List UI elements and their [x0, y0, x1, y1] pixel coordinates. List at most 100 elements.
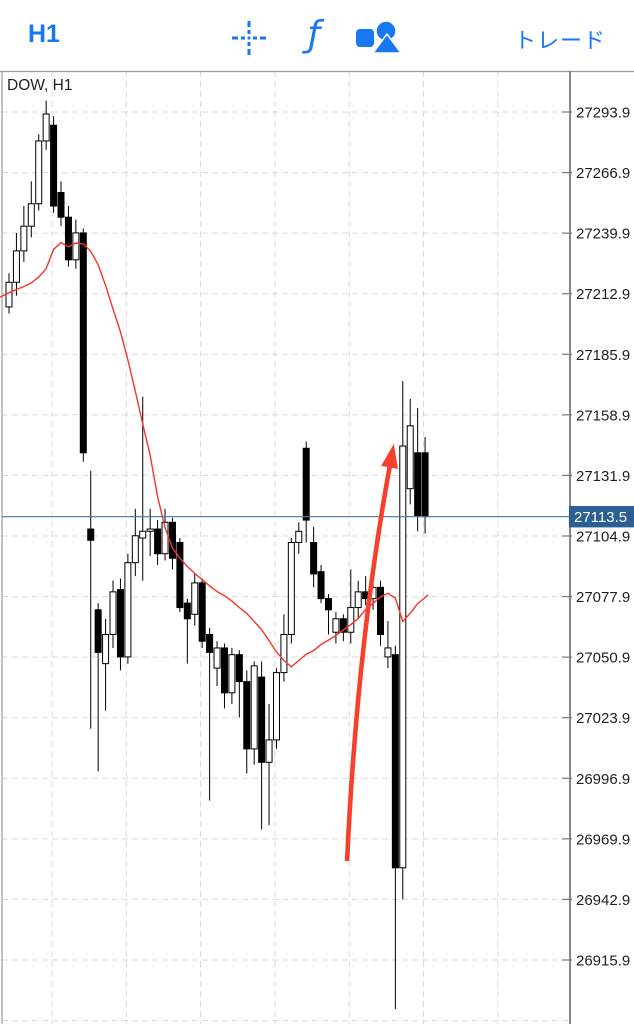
candle — [310, 526, 318, 588]
candle — [324, 594, 332, 635]
candle-body-bearish — [79, 232, 87, 454]
candle-body-bullish — [20, 225, 28, 252]
candle-body-bearish — [414, 452, 422, 517]
candle — [131, 508, 139, 577]
candle — [280, 614, 288, 682]
candle — [27, 181, 35, 238]
candle — [12, 232, 20, 296]
price-axis: 27293.9 27266.9 27239.9 27212.9 27185.9 27158… — [562, 105, 630, 969]
candle-body-bearish — [391, 654, 399, 869]
price-tick-label: 27077.9 — [576, 589, 630, 606]
current-price-badge — [569, 506, 634, 528]
crosshair-button[interactable] — [231, 20, 267, 56]
objects-icon — [356, 20, 403, 54]
candle — [64, 205, 72, 267]
candle — [272, 668, 280, 749]
indicators-button[interactable]: ƒ — [297, 12, 331, 58]
price-tick-label: 27185.9 — [576, 347, 630, 364]
price-tick-label: 27293.9 — [576, 105, 630, 122]
candle-body-bearish — [64, 216, 72, 261]
candle-body-bullish — [265, 739, 273, 763]
price-tick-label: 26996.9 — [576, 771, 630, 788]
candle-body-bullish — [161, 521, 169, 555]
candle-body-bearish — [154, 528, 162, 555]
candle-body-bearish — [324, 598, 332, 611]
candle-body-bearish — [339, 618, 347, 633]
candle-body-bearish — [258, 676, 266, 763]
timeframe-button[interactable]: H1 — [28, 20, 60, 48]
crosshair-icon — [232, 21, 266, 55]
candle-body-bullish — [191, 582, 199, 615]
candle-body-bullish — [228, 654, 236, 694]
candle — [109, 580, 117, 648]
candle-body-bearish — [302, 447, 310, 521]
candle — [213, 641, 221, 687]
candle-body-bearish — [243, 681, 251, 750]
candle — [176, 538, 184, 613]
candle — [258, 661, 266, 830]
candle-body-bullish — [35, 140, 43, 205]
candle-body-bearish — [206, 633, 214, 653]
candle — [116, 578, 124, 671]
candle-body-bullish — [384, 647, 392, 658]
candle-body-bullish — [332, 618, 340, 633]
candle — [183, 598, 191, 664]
price-tick-label: 27104.9 — [576, 528, 630, 545]
candle-body-bullish — [280, 633, 288, 674]
candle-body-bullish — [347, 607, 355, 633]
price-tick-label: 27266.9 — [576, 165, 630, 182]
candle-body-bullish — [399, 445, 407, 869]
candle — [265, 704, 273, 826]
function-icon: ƒ — [307, 14, 321, 55]
candle-body-bullish — [72, 232, 80, 261]
candle-body-bearish — [50, 124, 58, 207]
candle — [287, 538, 295, 644]
candle-body-bearish — [198, 582, 206, 642]
price-tick-label: 27023.9 — [576, 710, 630, 727]
candle — [198, 578, 206, 648]
candle — [139, 396, 147, 581]
price-tick-label: 26942.9 — [576, 892, 630, 909]
candle-body-bearish — [310, 542, 318, 575]
candle — [302, 441, 310, 543]
candle — [406, 398, 414, 505]
price-tick-label: 26969.9 — [576, 831, 630, 848]
candle-body-bearish — [94, 609, 102, 653]
candle-body-bearish — [183, 602, 191, 620]
candle-body-bearish — [220, 647, 228, 694]
candle — [295, 522, 303, 554]
objects-button[interactable] — [354, 17, 403, 59]
candle — [228, 647, 236, 705]
price-tick-label: 27050.9 — [576, 650, 630, 667]
candle — [161, 508, 169, 561]
candle-body-bearish — [421, 452, 429, 518]
candle-body-bearish — [377, 586, 384, 635]
candle — [72, 219, 80, 269]
price-tick-label: 27239.9 — [576, 226, 630, 243]
chart-area[interactable]: 27293.9 27266.9 27239.9 27212.9 27185.9 27158… — [0, 70, 634, 1024]
candle-body-bullish — [102, 633, 110, 665]
candle-body-bearish — [57, 192, 65, 218]
candle — [79, 228, 87, 462]
candle — [414, 407, 422, 532]
candle — [87, 470, 95, 729]
candle — [50, 116, 58, 213]
candle — [317, 564, 325, 604]
current-price-label: 27113.5 — [574, 509, 627, 526]
moving-average-line — [0, 241, 429, 668]
candle — [220, 643, 228, 709]
arrow-head-icon — [381, 443, 398, 469]
candle — [206, 627, 214, 801]
candle — [354, 580, 362, 619]
symbol-timeframe-label: DOW, H1 — [7, 77, 72, 94]
candle-body-bullish — [27, 203, 35, 227]
toolbar: H1 ƒ トレード — [0, 0, 634, 70]
candlestick-series — [5, 100, 429, 1010]
price-chart[interactable]: 27293.9 27266.9 27239.9 27212.9 27185.9 27158… — [0, 70, 634, 1024]
trend-arrow-annotation[interactable] — [344, 443, 398, 862]
trade-button[interactable]: トレード — [514, 23, 606, 55]
candle — [384, 621, 392, 669]
candle — [191, 573, 199, 626]
price-tick-label: 26915.9 — [576, 952, 630, 969]
candle-body-bullish — [250, 665, 258, 750]
